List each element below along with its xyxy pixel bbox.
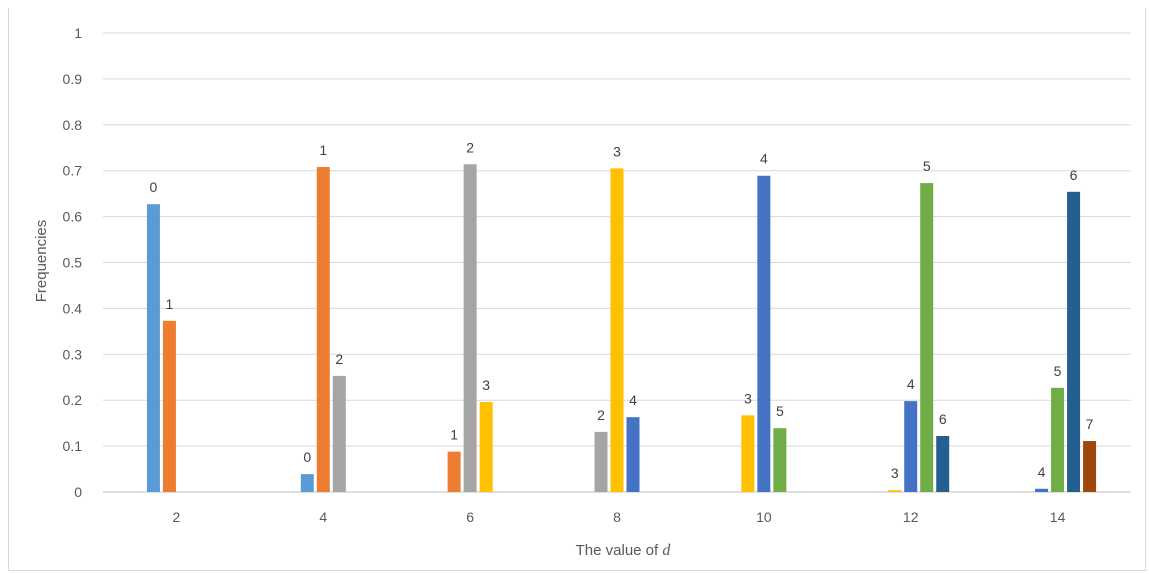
y-tick-label: 0.8 — [63, 117, 83, 133]
x-tick-label: 10 — [756, 509, 772, 525]
bar — [594, 431, 608, 492]
x-tick-label: 2 — [173, 509, 181, 525]
bar-data-label: 6 — [939, 411, 947, 427]
bar-data-label: 1 — [319, 142, 327, 158]
y-tick-label: 1 — [74, 25, 82, 41]
bar-data-label: 4 — [760, 151, 768, 167]
y-tick-label: 0 — [74, 484, 82, 500]
x-tick-label: 4 — [319, 509, 327, 525]
bar-data-label: 1 — [166, 296, 174, 312]
bar-data-label: 2 — [335, 351, 343, 367]
bar — [1067, 191, 1081, 492]
bar — [300, 474, 314, 492]
bar-data-label: 3 — [744, 390, 752, 406]
bar — [773, 428, 787, 492]
y-tick-label: 0.4 — [63, 300, 83, 316]
x-tick-label: 14 — [1050, 509, 1066, 525]
bar — [332, 375, 346, 492]
bar-data-label: 4 — [629, 392, 637, 408]
bar-data-label: 7 — [1086, 416, 1094, 432]
x-tick-label: 12 — [903, 509, 919, 525]
bar-data-label: 3 — [613, 143, 621, 159]
bar — [888, 490, 902, 492]
y-axis-title: Frequencies — [33, 220, 50, 303]
x-axis-title: The value of d — [576, 542, 672, 559]
y-tick-label: 0.5 — [63, 255, 83, 271]
bar-data-label: 5 — [776, 403, 784, 419]
x-axis-title-var: d — [662, 542, 671, 559]
bar — [447, 451, 461, 492]
bar — [610, 168, 624, 492]
y-tick-label: 0.1 — [63, 438, 83, 454]
bar-data-label: 4 — [907, 376, 915, 392]
bar-data-label: 0 — [303, 449, 311, 465]
bar-data-label: 0 — [150, 179, 158, 195]
y-tick-label: 0.3 — [63, 346, 83, 362]
bar — [904, 401, 918, 492]
x-axis-title-prefix: The value of — [576, 542, 663, 559]
bar-data-label: 4 — [1038, 464, 1046, 480]
bar — [757, 175, 771, 492]
bar — [162, 320, 176, 492]
bar-data-label: 5 — [1054, 363, 1062, 379]
y-tick-label: 0.9 — [63, 71, 83, 87]
bar-data-label: 6 — [1070, 167, 1078, 183]
chart-frame — [8, 8, 1146, 571]
y-tick-label: 0.2 — [63, 392, 83, 408]
y-tick-label: 0.7 — [63, 163, 83, 179]
bar-data-label: 3 — [482, 377, 490, 393]
bar — [920, 183, 934, 492]
bar — [479, 402, 493, 492]
x-axis-ticks: 2 4 6 8 10 12 14 — [173, 509, 1066, 525]
bar — [463, 164, 477, 493]
bar — [316, 167, 330, 492]
bar-data-label: 2 — [466, 139, 474, 155]
bar — [1051, 387, 1065, 492]
x-tick-label: 8 — [613, 509, 621, 525]
y-tick-label: 0.6 — [63, 209, 83, 225]
bar — [626, 417, 640, 492]
bars: 0 1 0 1 2 1 2 3 2 3 4 3 4 5 3 4 5 6 4 5 6 7 — [146, 139, 1097, 493]
x-tick-label: 6 — [466, 509, 474, 525]
y-axis-ticks: 0 0.1 0.2 0.3 0.4 0.5 0.6 0.7 0.8 0.9 1 — [63, 25, 83, 500]
bar — [936, 436, 950, 492]
bar — [741, 415, 755, 492]
bar-data-label: 3 — [891, 465, 899, 481]
bar-data-label: 1 — [450, 427, 458, 443]
bar — [1035, 488, 1049, 492]
bar-data-label: 5 — [923, 158, 931, 174]
bar — [1083, 441, 1097, 492]
bar-data-label: 2 — [597, 407, 605, 423]
bar — [146, 204, 160, 492]
